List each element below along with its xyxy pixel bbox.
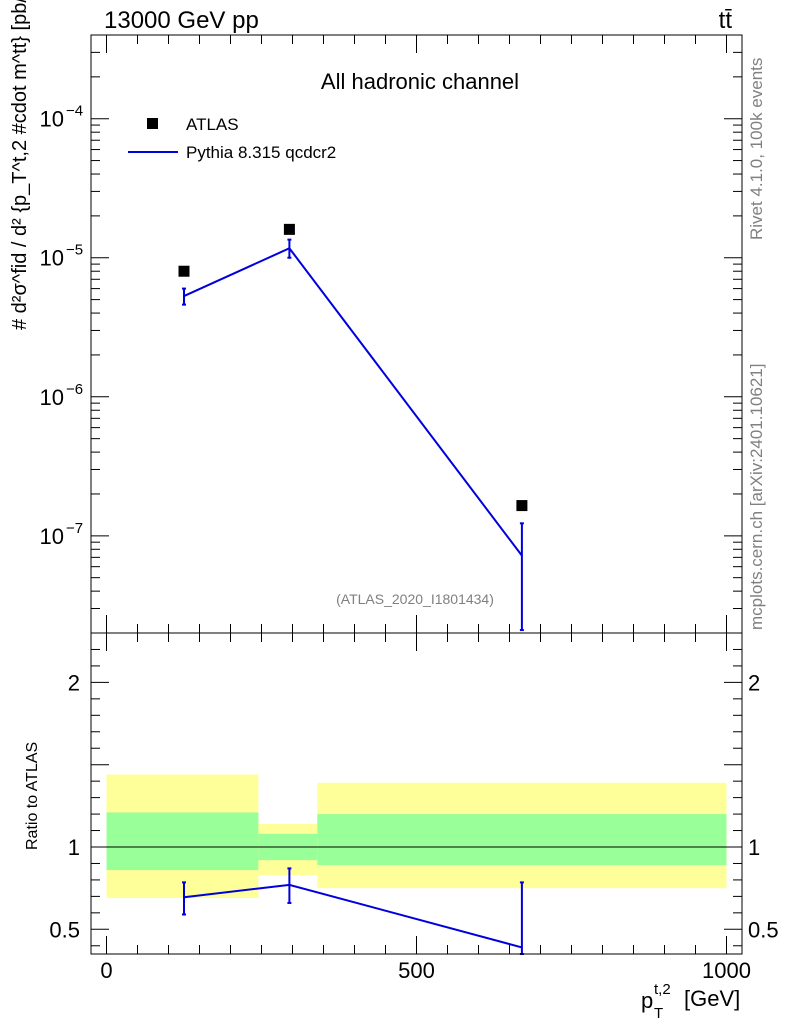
- ratio-y-tick-label-right: 2: [748, 670, 760, 695]
- main-y-tick-label: 10: [40, 246, 64, 271]
- header-left-title: 13000 GeV pp: [104, 7, 259, 34]
- main-y-tick-exponent: −4: [66, 103, 83, 120]
- ratio-bands: [106, 774, 727, 899]
- mc-series-line: [183, 247, 523, 557]
- ratio-panel: 0.5 0.5 1 1 2 2 0 500 1000 Ratio to ATLAS p T t,…: [24, 632, 779, 1022]
- main-panel: 10−710−610−510−4 All hadronic channel (A…: [9, 0, 743, 634]
- x-axis-label-unit: [GeV]: [684, 986, 740, 1011]
- legend-atlas-marker: [147, 118, 158, 129]
- main-data: [178, 223, 528, 632]
- ratio-y-axis-label: Ratio to ATLAS: [24, 742, 41, 850]
- main-panel-title: All hadronic channel: [321, 69, 519, 94]
- main-y-tick-label: 10: [40, 107, 64, 132]
- ratio-data: [182, 867, 524, 955]
- x-axis-label-main: p: [641, 988, 653, 1013]
- header-right-title: tt̄: [719, 7, 733, 34]
- x-tick-label: 500: [398, 958, 435, 983]
- x-axis-label: p T t,2 [GeV]: [641, 981, 740, 1022]
- ratio-y-tick-label-right: 1: [748, 835, 760, 860]
- ratio-ticks: 0.5 0.5 1 1 2 2 0 500 1000: [49, 633, 779, 983]
- ratio-y-tick-label-left: 2: [68, 670, 80, 695]
- legend-mc-label: Pythia 8.315 qcdcr2: [186, 143, 336, 162]
- x-tick-label: 1000: [702, 958, 751, 983]
- ratio-y-tick-label-right: 0.5: [748, 917, 779, 942]
- main-y-tick-label: 10: [40, 524, 64, 549]
- main-y-ticks: 10−710−610−510−4: [40, 34, 742, 634]
- main-y-tick-label: 10: [40, 385, 64, 410]
- rivet-version-text: Rivet 4.1.0, 100k events: [747, 58, 766, 240]
- ratio-y-tick-label-left: 0.5: [49, 917, 80, 942]
- main-y-axis-label-text: # d²σ^fid / d² {p_T^t,2 #cdot m^tt} [pb/…: [9, 0, 31, 330]
- atlas-data-point: [516, 500, 528, 512]
- legend-atlas-label: ATLAS: [186, 115, 239, 134]
- ratio-band-green: [317, 814, 727, 866]
- analysis-tag: (ATLAS_2020_I1801434): [336, 591, 494, 607]
- atlas-data-point: [283, 223, 295, 235]
- ratio-band-green: [106, 812, 259, 871]
- x-tick-label: 0: [100, 958, 112, 983]
- main-x-ticks: [106, 35, 727, 633]
- atlas-data-point: [178, 265, 190, 277]
- x-axis-label-sub: T: [654, 1005, 663, 1022]
- main-y-tick-exponent: −5: [66, 242, 83, 259]
- main-y-axis-label: # d²σ^fid / d² {p_T^t,2 #cdot m^tt} [pb/…: [9, 0, 31, 330]
- legend: ATLAS Pythia 8.315 qcdcr2: [128, 115, 336, 162]
- main-y-tick-exponent: −6: [66, 381, 83, 398]
- ratio-y-tick-label-left: 1: [68, 835, 80, 860]
- main-y-tick-exponent: −7: [66, 520, 83, 537]
- mcplots-credit-text: mcplots.cern.ch [arXiv:2401.10621]: [747, 364, 766, 630]
- x-axis-label-sup: t,2: [654, 981, 671, 998]
